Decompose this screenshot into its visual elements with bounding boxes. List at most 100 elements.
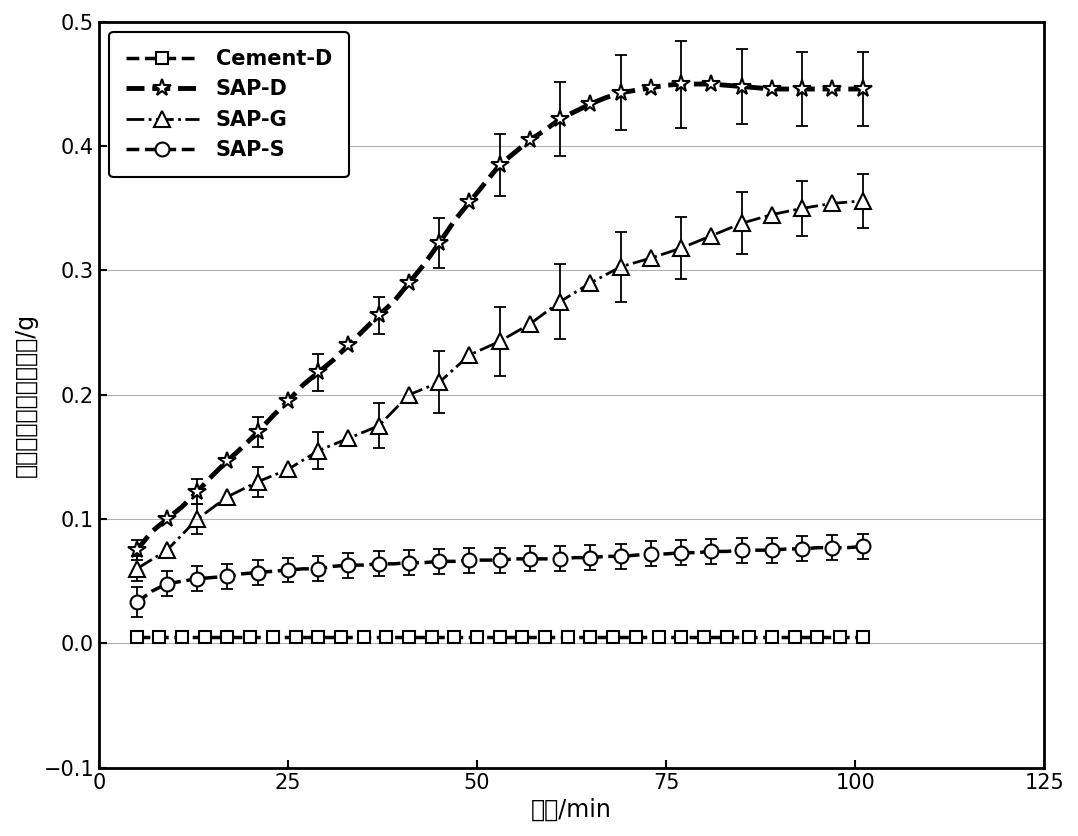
SAP-D — [342, 340, 355, 350]
SAP-D — [387, 297, 400, 307]
SAP-S — [432, 556, 445, 566]
SAP-D — [780, 84, 793, 94]
Cement-D — [176, 632, 189, 642]
SAP-S — [402, 558, 415, 568]
SAP-S — [191, 573, 204, 584]
SAP-D — [417, 259, 430, 269]
SAP-G — [614, 262, 627, 272]
SAP-D — [524, 135, 537, 145]
SAP-S — [630, 550, 642, 560]
Cement-D — [130, 632, 143, 642]
SAP-D — [146, 527, 158, 537]
Cement-D — [471, 632, 484, 642]
Cement-D — [198, 632, 211, 642]
SAP-S — [599, 552, 612, 562]
SAP-S — [236, 568, 249, 579]
SAP-S — [494, 555, 507, 565]
Cement-D — [402, 632, 415, 642]
Line: SAP-D: SAP-D — [127, 75, 872, 559]
SAP-S — [296, 563, 309, 573]
Cement-D — [675, 632, 688, 642]
SAP-G — [796, 203, 808, 213]
SAP-G — [432, 377, 445, 387]
SAP-G — [856, 196, 869, 206]
SAP-S — [569, 553, 582, 563]
SAP-D — [130, 545, 143, 555]
SAP-G — [281, 464, 294, 474]
SAP-D — [312, 367, 324, 377]
SAP-D — [372, 310, 385, 320]
SAP-D — [811, 84, 824, 94]
Cement-D — [447, 632, 460, 642]
SAP-S — [387, 558, 400, 568]
SAP-S — [796, 544, 808, 554]
SAP-D — [464, 197, 476, 207]
SAP-G — [554, 297, 567, 307]
SAP-G — [584, 278, 597, 288]
SAP-D — [161, 514, 174, 524]
SAP-S — [146, 586, 158, 596]
SAP-S — [176, 576, 189, 586]
SAP-S — [372, 558, 385, 568]
Cement-D — [833, 632, 846, 642]
SAP-D — [296, 380, 309, 390]
SAP-D — [614, 88, 627, 98]
SAP-G — [130, 563, 143, 573]
SAP-S — [509, 554, 522, 564]
SAP-G — [645, 253, 658, 263]
Legend: Cement-D, SAP-D, SAP-G, SAP-S: Cement-D, SAP-D, SAP-G, SAP-S — [109, 33, 348, 177]
SAP-S — [705, 547, 718, 557]
SAP-S — [161, 579, 174, 589]
Cement-D — [765, 632, 778, 642]
SAP-G — [826, 198, 839, 208]
SAP-G — [705, 231, 718, 241]
SAP-D — [432, 238, 445, 248]
SAP-S — [841, 543, 854, 553]
SAP-S — [417, 558, 430, 568]
Y-axis label: 吸水后试样增加的质量/g: 吸水后试样增加的质量/g — [14, 313, 38, 477]
SAP-S — [826, 543, 839, 553]
SAP-G — [161, 545, 174, 555]
SAP-S — [447, 556, 460, 566]
SAP-D — [554, 114, 567, 124]
Cement-D — [516, 632, 529, 642]
Cement-D — [425, 632, 438, 642]
SAP-D — [191, 487, 204, 497]
SAP-S — [342, 560, 355, 570]
SAP-S — [312, 563, 324, 573]
SAP-S — [780, 544, 793, 554]
SAP-S — [357, 560, 370, 570]
Cement-D — [811, 632, 824, 642]
SAP-G — [221, 492, 234, 502]
Cement-D — [244, 632, 257, 642]
Cement-D — [652, 632, 665, 642]
SAP-S — [130, 598, 143, 608]
SAP-D — [630, 85, 642, 95]
SAP-S — [811, 543, 824, 553]
SAP-S — [720, 547, 733, 557]
SAP-D — [735, 81, 748, 91]
Line: SAP-G: SAP-G — [129, 193, 870, 577]
SAP-D — [599, 93, 612, 103]
Cement-D — [494, 632, 507, 642]
SAP-S — [554, 554, 567, 564]
Cement-D — [697, 632, 710, 642]
SAP-D — [841, 84, 854, 94]
SAP-G — [372, 421, 385, 431]
SAP-S — [660, 549, 673, 559]
Cement-D — [266, 632, 279, 642]
Line: Cement-D: Cement-D — [130, 631, 869, 644]
SAP-G — [494, 336, 507, 346]
Cement-D — [289, 632, 302, 642]
SAP-S — [266, 566, 279, 576]
SAP-S — [856, 542, 869, 552]
X-axis label: 时间/min: 时间/min — [531, 798, 612, 822]
SAP-D — [206, 471, 219, 481]
SAP-D — [826, 84, 839, 94]
SAP-S — [479, 555, 492, 565]
SAP-G — [251, 477, 264, 487]
SAP-D — [221, 456, 234, 466]
Cement-D — [312, 632, 324, 642]
SAP-S — [675, 548, 688, 558]
SAP-D — [327, 355, 340, 365]
